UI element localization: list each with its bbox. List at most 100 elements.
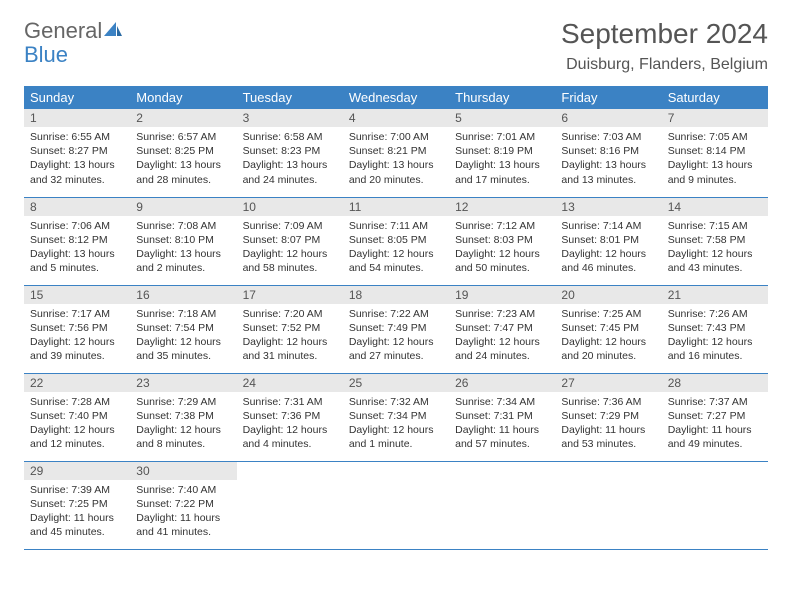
calendar-cell — [343, 461, 449, 549]
calendar-cell: 4Sunrise: 7:00 AMSunset: 8:21 PMDaylight… — [343, 109, 449, 197]
day-details: Sunrise: 7:28 AMSunset: 7:40 PMDaylight:… — [24, 392, 130, 455]
day-details: Sunrise: 6:55 AMSunset: 8:27 PMDaylight:… — [24, 127, 130, 190]
calendar-cell: 5Sunrise: 7:01 AMSunset: 8:19 PMDaylight… — [449, 109, 555, 197]
calendar-cell: 1Sunrise: 6:55 AMSunset: 8:27 PMDaylight… — [24, 109, 130, 197]
day-number: 19 — [449, 286, 555, 304]
calendar-week-row: 15Sunrise: 7:17 AMSunset: 7:56 PMDayligh… — [24, 285, 768, 373]
header: General September 2024 Duisburg, Flander… — [24, 18, 768, 74]
month-title: September 2024 — [561, 18, 768, 50]
weekday-header: Tuesday — [237, 86, 343, 109]
day-details: Sunrise: 7:39 AMSunset: 7:25 PMDaylight:… — [24, 480, 130, 543]
calendar-week-row: 22Sunrise: 7:28 AMSunset: 7:40 PMDayligh… — [24, 373, 768, 461]
day-details: Sunrise: 7:23 AMSunset: 7:47 PMDaylight:… — [449, 304, 555, 367]
day-details: Sunrise: 7:06 AMSunset: 8:12 PMDaylight:… — [24, 216, 130, 279]
day-details: Sunrise: 7:34 AMSunset: 7:31 PMDaylight:… — [449, 392, 555, 455]
calendar-cell: 14Sunrise: 7:15 AMSunset: 7:58 PMDayligh… — [662, 197, 768, 285]
day-number: 1 — [24, 109, 130, 127]
weekday-header: Sunday — [24, 86, 130, 109]
day-details: Sunrise: 7:25 AMSunset: 7:45 PMDaylight:… — [555, 304, 661, 367]
calendar-cell: 29Sunrise: 7:39 AMSunset: 7:25 PMDayligh… — [24, 461, 130, 549]
calendar-cell: 13Sunrise: 7:14 AMSunset: 8:01 PMDayligh… — [555, 197, 661, 285]
day-number: 24 — [237, 374, 343, 392]
day-number: 27 — [555, 374, 661, 392]
day-number: 7 — [662, 109, 768, 127]
calendar-cell: 23Sunrise: 7:29 AMSunset: 7:38 PMDayligh… — [130, 373, 236, 461]
day-number: 26 — [449, 374, 555, 392]
day-number: 8 — [24, 198, 130, 216]
calendar-cell: 6Sunrise: 7:03 AMSunset: 8:16 PMDaylight… — [555, 109, 661, 197]
calendar-cell: 8Sunrise: 7:06 AMSunset: 8:12 PMDaylight… — [24, 197, 130, 285]
calendar-cell — [662, 461, 768, 549]
day-number: 4 — [343, 109, 449, 127]
calendar-cell: 26Sunrise: 7:34 AMSunset: 7:31 PMDayligh… — [449, 373, 555, 461]
logo-text-blue: Blue — [24, 42, 68, 68]
calendar-cell: 30Sunrise: 7:40 AMSunset: 7:22 PMDayligh… — [130, 461, 236, 549]
weekday-header: Wednesday — [343, 86, 449, 109]
day-number: 6 — [555, 109, 661, 127]
calendar-cell: 19Sunrise: 7:23 AMSunset: 7:47 PMDayligh… — [449, 285, 555, 373]
sail-icon — [104, 18, 122, 44]
calendar-week-row: 29Sunrise: 7:39 AMSunset: 7:25 PMDayligh… — [24, 461, 768, 549]
day-details: Sunrise: 7:40 AMSunset: 7:22 PMDaylight:… — [130, 480, 236, 543]
day-number: 10 — [237, 198, 343, 216]
calendar-table: Sunday Monday Tuesday Wednesday Thursday… — [24, 86, 768, 550]
calendar-cell: 10Sunrise: 7:09 AMSunset: 8:07 PMDayligh… — [237, 197, 343, 285]
day-number: 9 — [130, 198, 236, 216]
day-number: 5 — [449, 109, 555, 127]
day-number: 11 — [343, 198, 449, 216]
day-details: Sunrise: 7:17 AMSunset: 7:56 PMDaylight:… — [24, 304, 130, 367]
calendar-cell: 17Sunrise: 7:20 AMSunset: 7:52 PMDayligh… — [237, 285, 343, 373]
calendar-cell — [555, 461, 661, 549]
day-details: Sunrise: 7:29 AMSunset: 7:38 PMDaylight:… — [130, 392, 236, 455]
day-details: Sunrise: 6:57 AMSunset: 8:25 PMDaylight:… — [130, 127, 236, 190]
day-number: 25 — [343, 374, 449, 392]
calendar-cell: 25Sunrise: 7:32 AMSunset: 7:34 PMDayligh… — [343, 373, 449, 461]
day-number: 22 — [24, 374, 130, 392]
day-details: Sunrise: 7:11 AMSunset: 8:05 PMDaylight:… — [343, 216, 449, 279]
day-details: Sunrise: 7:08 AMSunset: 8:10 PMDaylight:… — [130, 216, 236, 279]
day-details: Sunrise: 7:05 AMSunset: 8:14 PMDaylight:… — [662, 127, 768, 190]
calendar-body: 1Sunrise: 6:55 AMSunset: 8:27 PMDaylight… — [24, 109, 768, 549]
calendar-cell: 27Sunrise: 7:36 AMSunset: 7:29 PMDayligh… — [555, 373, 661, 461]
day-details: Sunrise: 6:58 AMSunset: 8:23 PMDaylight:… — [237, 127, 343, 190]
day-number: 20 — [555, 286, 661, 304]
day-details: Sunrise: 7:22 AMSunset: 7:49 PMDaylight:… — [343, 304, 449, 367]
calendar-cell: 21Sunrise: 7:26 AMSunset: 7:43 PMDayligh… — [662, 285, 768, 373]
title-block: September 2024 Duisburg, Flanders, Belgi… — [561, 18, 768, 74]
calendar-cell: 22Sunrise: 7:28 AMSunset: 7:40 PMDayligh… — [24, 373, 130, 461]
day-details: Sunrise: 7:00 AMSunset: 8:21 PMDaylight:… — [343, 127, 449, 190]
day-details: Sunrise: 7:32 AMSunset: 7:34 PMDaylight:… — [343, 392, 449, 455]
calendar-week-row: 1Sunrise: 6:55 AMSunset: 8:27 PMDaylight… — [24, 109, 768, 197]
day-number: 17 — [237, 286, 343, 304]
day-number: 13 — [555, 198, 661, 216]
day-number: 23 — [130, 374, 236, 392]
day-number: 30 — [130, 462, 236, 480]
calendar-cell: 2Sunrise: 6:57 AMSunset: 8:25 PMDaylight… — [130, 109, 236, 197]
day-number: 3 — [237, 109, 343, 127]
day-details: Sunrise: 7:01 AMSunset: 8:19 PMDaylight:… — [449, 127, 555, 190]
day-details: Sunrise: 7:20 AMSunset: 7:52 PMDaylight:… — [237, 304, 343, 367]
day-details: Sunrise: 7:36 AMSunset: 7:29 PMDaylight:… — [555, 392, 661, 455]
calendar-cell — [237, 461, 343, 549]
day-number: 2 — [130, 109, 236, 127]
calendar-week-row: 8Sunrise: 7:06 AMSunset: 8:12 PMDaylight… — [24, 197, 768, 285]
location: Duisburg, Flanders, Belgium — [561, 56, 768, 74]
calendar-cell: 16Sunrise: 7:18 AMSunset: 7:54 PMDayligh… — [130, 285, 236, 373]
day-details: Sunrise: 7:14 AMSunset: 8:01 PMDaylight:… — [555, 216, 661, 279]
day-number: 12 — [449, 198, 555, 216]
weekday-header: Friday — [555, 86, 661, 109]
calendar-cell: 7Sunrise: 7:05 AMSunset: 8:14 PMDaylight… — [662, 109, 768, 197]
calendar-cell: 9Sunrise: 7:08 AMSunset: 8:10 PMDaylight… — [130, 197, 236, 285]
day-details: Sunrise: 7:15 AMSunset: 7:58 PMDaylight:… — [662, 216, 768, 279]
logo-text-general: General — [24, 18, 102, 44]
day-number: 29 — [24, 462, 130, 480]
day-number: 16 — [130, 286, 236, 304]
calendar-cell: 18Sunrise: 7:22 AMSunset: 7:49 PMDayligh… — [343, 285, 449, 373]
weekday-header: Saturday — [662, 86, 768, 109]
calendar-cell: 28Sunrise: 7:37 AMSunset: 7:27 PMDayligh… — [662, 373, 768, 461]
calendar-cell — [449, 461, 555, 549]
calendar-cell: 20Sunrise: 7:25 AMSunset: 7:45 PMDayligh… — [555, 285, 661, 373]
weekday-header: Monday — [130, 86, 236, 109]
logo: General — [24, 18, 122, 44]
day-details: Sunrise: 7:18 AMSunset: 7:54 PMDaylight:… — [130, 304, 236, 367]
